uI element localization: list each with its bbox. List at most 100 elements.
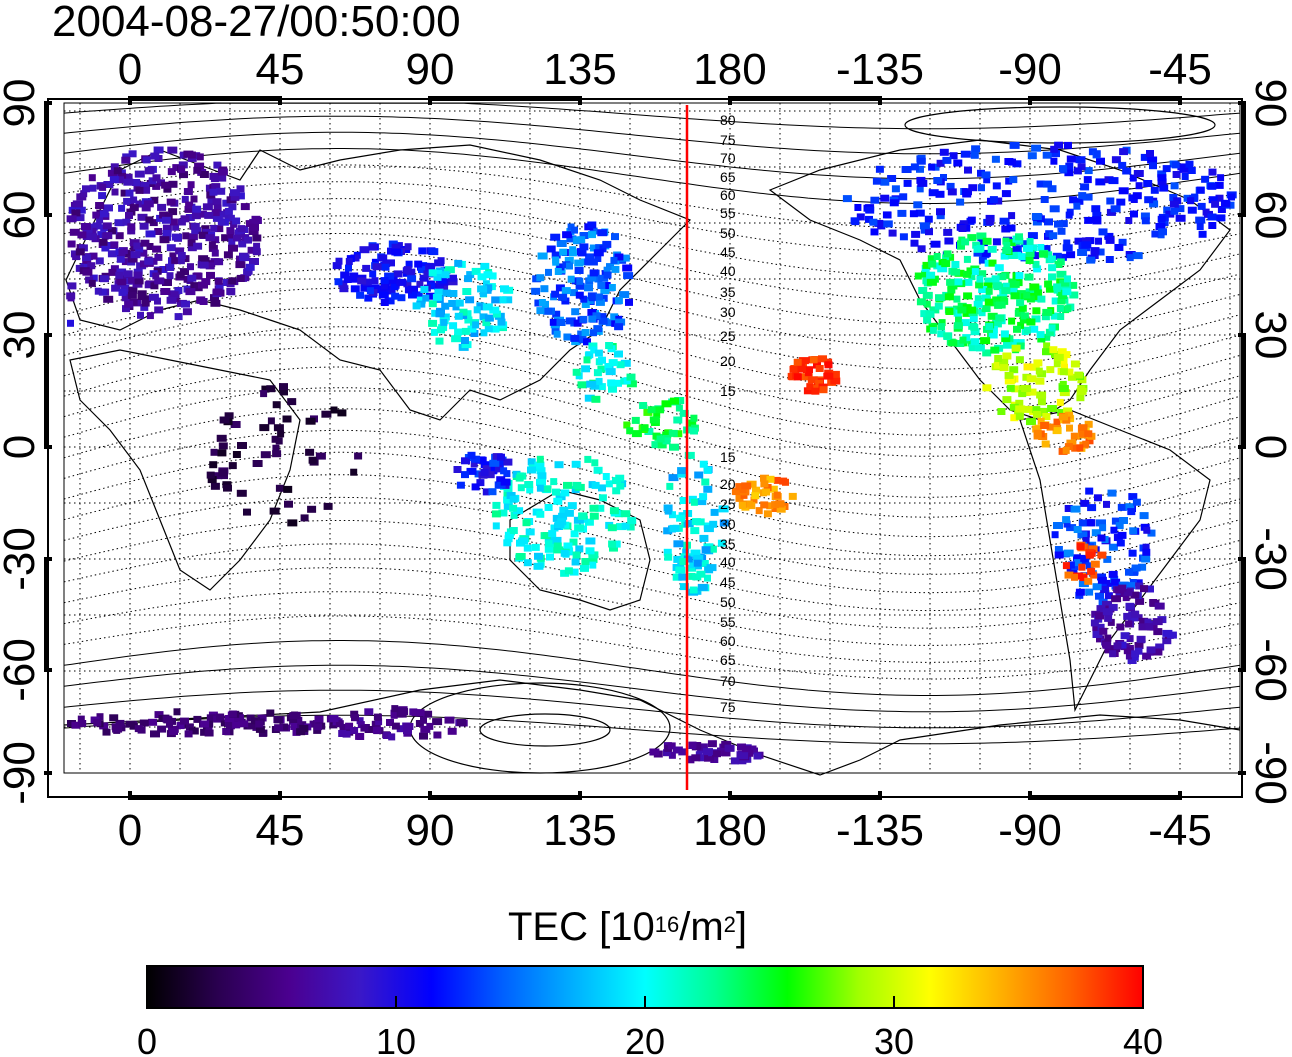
bottom-lon-label: -90 [998,806,1062,855]
tec-cell [157,179,165,187]
tec-cell [211,236,220,244]
tec-cell [349,272,359,280]
tec-cell [1065,211,1073,219]
tec-cell [210,482,220,490]
tec-cell [709,520,718,528]
tec-cell [1009,403,1019,411]
tec-cell [380,299,389,306]
tec-cell [976,275,984,283]
tec-cell [384,272,395,280]
tec-cell [536,467,546,475]
tec-cell [679,558,689,566]
tec-cell [274,724,284,732]
tec-cell [1153,628,1163,636]
tec-cell [970,151,979,159]
tec-cell [1111,156,1121,164]
tec-cell [480,329,488,337]
tec-cell [191,212,201,220]
tec-cell [97,231,107,239]
tec-cell [704,754,714,762]
tec-cell [1003,341,1012,349]
top-lon-label: -45 [1148,45,1212,94]
tec-cell [693,554,704,562]
tec-cell [1037,295,1046,303]
tec-cell [434,288,444,296]
magnetic-latitude-label: 70 [720,673,736,689]
tec-cell [433,273,442,281]
tec-cell [484,314,494,322]
tec-cell [370,284,380,292]
tec-cell [1015,356,1024,364]
tec-cell [953,305,960,313]
tec-cell [1144,196,1154,204]
tec-cell [127,223,136,231]
tec-cell [563,333,572,341]
tec-cell [688,419,697,427]
tec-cell [447,278,458,286]
tec-cell [609,544,618,552]
tec-cell [137,293,145,300]
tec-cell [673,540,684,548]
tec-cell [1170,207,1179,215]
tec-cell [589,504,599,512]
tec-cell [309,720,318,728]
timestamp-title: 2004-08-27/00:50:00 [52,0,461,46]
tec-cell [951,268,961,276]
tec-cell [498,509,508,517]
tec-cell [187,244,197,252]
tec-cell [1107,618,1115,626]
tec-cell [1034,289,1043,297]
tec-cell [872,177,881,185]
tec-cell [1211,200,1220,208]
tec-cell [978,256,987,264]
tec-cell [614,350,623,358]
tec-cell [674,397,685,404]
tec-cell [679,497,688,504]
tec-cell [1070,505,1081,513]
tec-cell [1085,588,1094,596]
magnetic-latitude-contour [63,287,1241,393]
tec-cell [981,249,991,257]
tec-cell [753,752,762,760]
tec-cell [129,204,139,212]
tec-cell [66,292,76,300]
bottom-lon-label: 180 [693,806,766,855]
tec-cell [471,267,481,275]
tec-cell [978,286,988,293]
tec-cell [1049,232,1058,240]
tec-cell [552,310,561,318]
tec-cell [1031,315,1041,323]
tec-cell [941,260,951,268]
tec-cell [1064,571,1074,579]
tec-cell [1105,236,1115,244]
tec-cell [1117,503,1127,511]
tec-cell [500,285,509,293]
tec-cell [396,725,404,733]
magnetic-latitude-label: 30 [720,304,736,320]
tec-cell [440,283,449,291]
tec-cell [1082,537,1090,544]
tec-cell [959,336,967,344]
tec-cell [364,294,373,302]
tec-cell [570,289,578,297]
tec-cell [605,319,616,327]
tec-cell [583,356,591,364]
tec-cell [129,298,138,306]
tec-cell [1059,413,1068,421]
tec-cell [1065,162,1074,170]
tec-cell [719,519,729,527]
tec-cell [160,288,171,295]
tec-cell [480,262,490,270]
tec-cell [1136,635,1146,643]
tec-cell [1008,212,1016,220]
tec-cell [124,250,134,258]
tec-cell [673,416,683,424]
tec-cell [1105,256,1114,263]
tec-cell [1149,623,1158,631]
magnetic-latitude-contour [63,689,1241,729]
tec-cell [1131,650,1140,658]
tec-cell [87,262,96,270]
magnetic-latitude-contours [63,102,1241,774]
tec-cell [611,265,620,273]
tec-cell [788,492,797,500]
